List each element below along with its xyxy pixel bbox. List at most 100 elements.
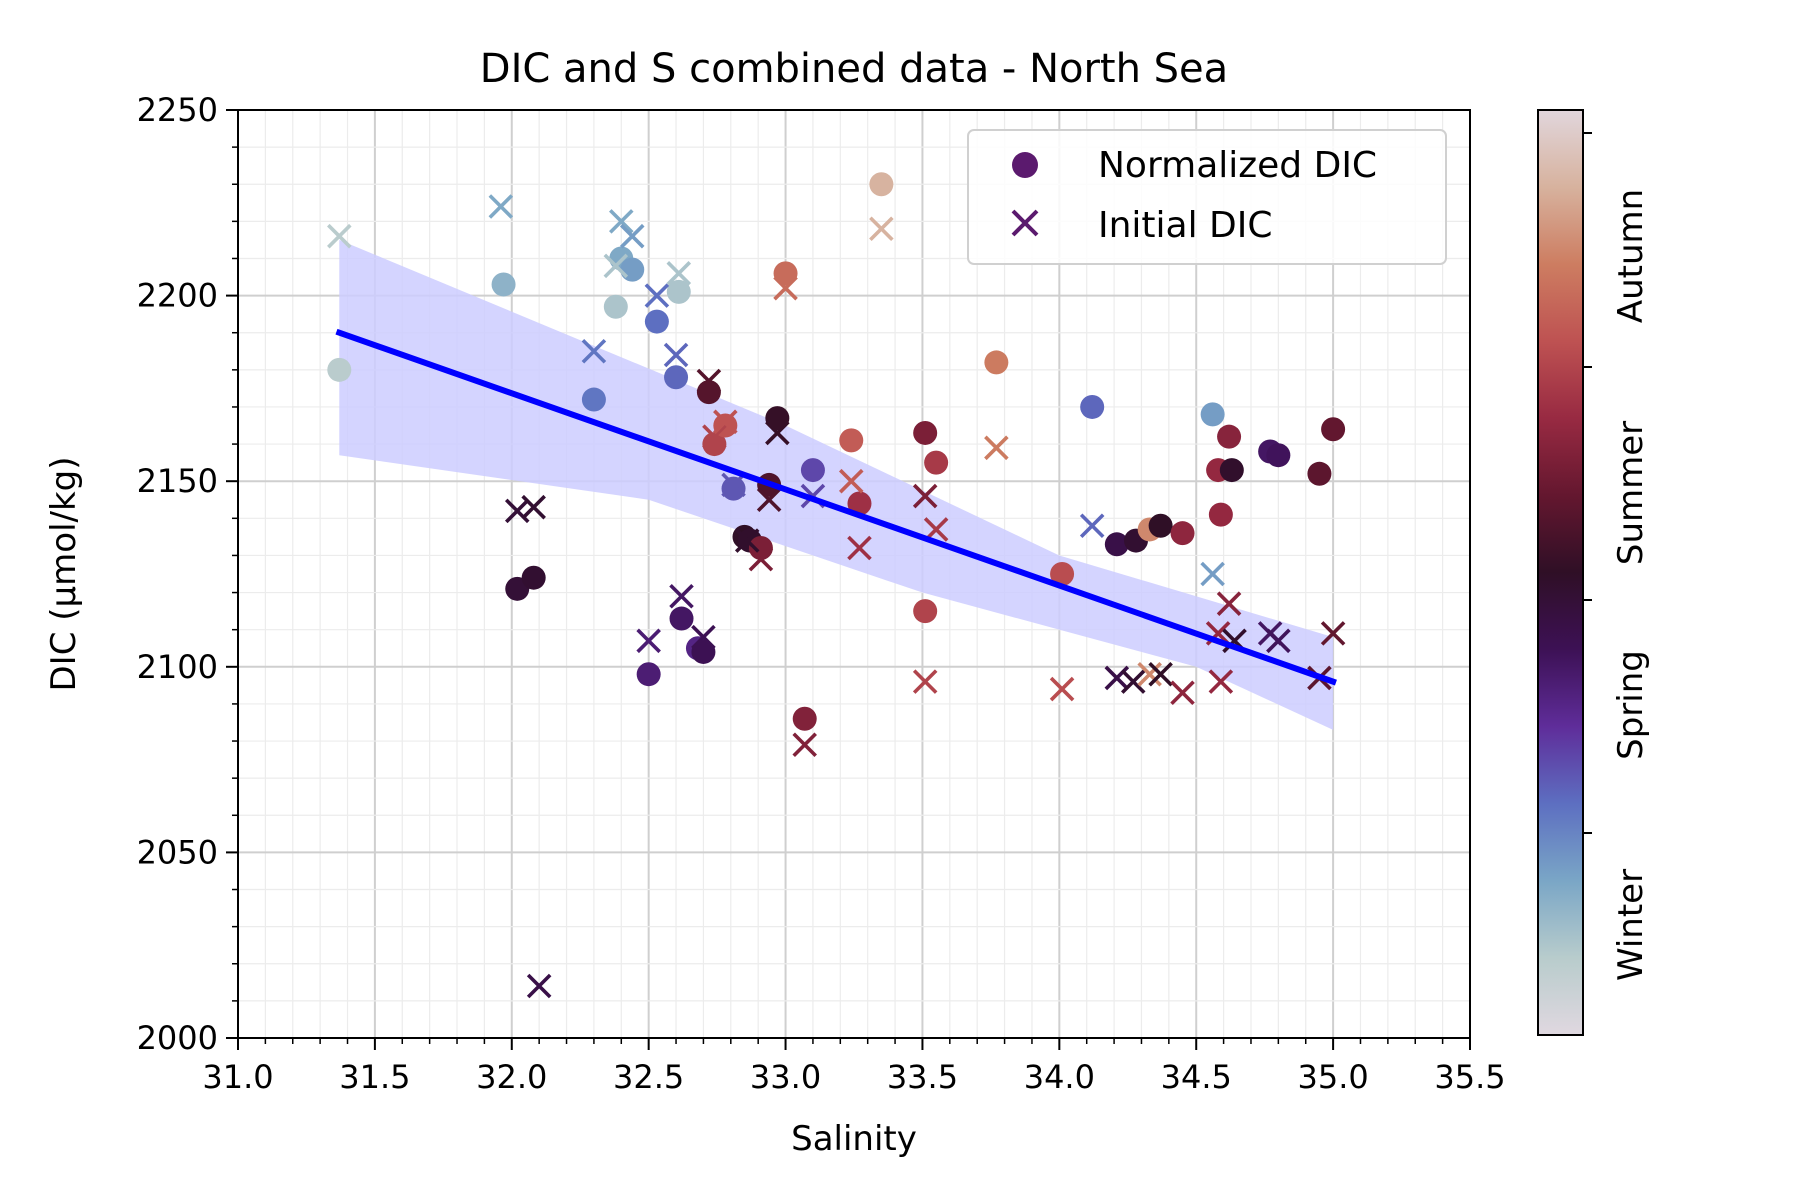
- normalized-dic-point: [984, 350, 1009, 375]
- initial-dic-point: [792, 732, 817, 758]
- chart-title: DIC and S combined data - North Sea: [480, 46, 1228, 92]
- colorbar-fill: [1538, 110, 1583, 1035]
- confidence-band: [339, 239, 1334, 730]
- initial-dic-point: [521, 494, 546, 520]
- initial-dic-point: [691, 624, 716, 650]
- normalized-dic-point: [327, 357, 352, 382]
- initial-dic-point: [838, 468, 864, 494]
- initial-dic-point: [526, 973, 552, 999]
- initial-dic-point: [734, 528, 760, 553]
- initial-dic-point: [619, 223, 645, 249]
- normalized-dic-point: [765, 406, 790, 431]
- initial-dic-point: [696, 368, 722, 394]
- y-tick-label: 2250: [137, 91, 218, 129]
- initial-dic-point: [669, 583, 694, 609]
- initial-dic-point: [663, 342, 689, 368]
- initial-dic-point: [1148, 661, 1173, 687]
- initial-dic-point: [912, 483, 938, 509]
- normalized-dic-point: [924, 450, 949, 475]
- normalized-dic-point: [1200, 402, 1225, 427]
- initial-dic-point: [644, 283, 670, 308]
- normalized-dic-point: [773, 261, 798, 286]
- initial-dic-point: [713, 409, 738, 435]
- normalized-dic-point: [620, 257, 645, 282]
- legend-label-normalized: Normalized DIC: [1098, 145, 1377, 186]
- initial-dic-point: [756, 487, 782, 513]
- y-tick-label: 2200: [137, 277, 218, 315]
- normalized-dic-point: [913, 599, 938, 624]
- initial-dic-point: [609, 209, 634, 234]
- normalized-dic-point: [691, 639, 716, 664]
- x-tick-label: 32.5: [613, 1058, 684, 1096]
- legend: Normalized DIC Initial DIC: [967, 129, 1447, 265]
- colorbar-label-autumn: Autumn: [1611, 189, 1651, 323]
- normalized-dic-point: [869, 172, 894, 197]
- initial-dic-point: [1216, 591, 1242, 616]
- initial-dic-point: [1049, 676, 1075, 702]
- normalized-dic-point: [792, 706, 817, 731]
- normalized-dic-point: [491, 272, 516, 297]
- legend-box: [967, 129, 1447, 265]
- x-axis-label: Salinity: [791, 1119, 917, 1159]
- y-axis-label: DIC (µmol/kg): [44, 456, 84, 691]
- initial-dic-point: [1200, 561, 1225, 587]
- colorbar-label-spring: Spring: [1611, 650, 1651, 760]
- initial-dic-point: [636, 628, 661, 654]
- initial-dic-point: [773, 275, 798, 301]
- y-tick-label: 2100: [137, 648, 218, 686]
- initial-dic-point: [1170, 680, 1195, 706]
- initial-dic-point: [1208, 669, 1234, 694]
- normalized-dic-point: [1266, 443, 1291, 468]
- legend-circle-marker: [1012, 152, 1038, 178]
- colorbar-label-winter: Winter: [1611, 869, 1651, 981]
- initial-dic-point: [666, 261, 692, 286]
- x-tick-label: 35.0: [1297, 1058, 1368, 1096]
- initial-dic-point: [702, 424, 727, 449]
- normalized-dic-point: [644, 309, 669, 334]
- normalized-dic-point: [636, 662, 661, 687]
- colorbar-frame: [1537, 109, 1584, 1036]
- normalized-dic-point: [1217, 424, 1242, 449]
- normalized-dic-point: [913, 420, 938, 445]
- initial-dic-point: [869, 216, 894, 242]
- normalized-dic-point: [1050, 562, 1075, 586]
- normalized-dic-point: [702, 432, 727, 457]
- initial-dic-point: [1137, 661, 1162, 687]
- y-tick-label: 2150: [137, 462, 218, 500]
- y-tick-label: 2000: [137, 1019, 218, 1057]
- normalized-dic-point: [1307, 461, 1332, 486]
- normalized-dic-point: [581, 387, 606, 412]
- initial-dic-point: [1120, 669, 1146, 694]
- initial-dic-point: [984, 435, 1009, 461]
- x-tick-label: 33.5: [887, 1058, 958, 1096]
- normalized-dic-point: [1170, 521, 1195, 546]
- x-tick-label: 34.0: [1024, 1058, 1095, 1096]
- normalized-dic-point: [800, 458, 825, 483]
- regression-line: [335, 328, 1337, 686]
- plot-frame: [237, 109, 1471, 1039]
- x-tick-label: 34.5: [1161, 1058, 1232, 1096]
- initial-dic-point: [847, 535, 872, 561]
- normalized-dic-point: [1219, 458, 1244, 483]
- normalized-dic-point: [1148, 513, 1173, 538]
- normalized-dic-point: [666, 279, 691, 304]
- y-tick-label: 2050: [137, 833, 218, 871]
- x-tick-label: 32.0: [476, 1058, 547, 1096]
- normalized-dic-point: [664, 365, 689, 390]
- normalized-dic-point: [1080, 394, 1105, 419]
- initial-dic-point: [1320, 621, 1346, 646]
- initial-dic-point: [1104, 665, 1130, 691]
- points-group: [327, 172, 1346, 999]
- x-tick-label: 31.5: [339, 1058, 410, 1096]
- colorbar-label-summer: Summer: [1611, 421, 1651, 565]
- x-tick-label: 31.0: [202, 1058, 273, 1096]
- initial-dic-point: [327, 223, 352, 249]
- initial-dic-point: [488, 194, 514, 219]
- normalized-dic-point: [696, 380, 721, 405]
- normalized-dic-point: [839, 428, 864, 453]
- initial-dic-point: [1266, 628, 1291, 654]
- plot-area: 31.0 31.5 32.0 32.5 33.0 33.5 34.0 34.5 35.0 35.5…: [137, 91, 1506, 1096]
- normalized-dic-point: [721, 476, 746, 501]
- x-tick-label: 35.5: [1434, 1058, 1505, 1096]
